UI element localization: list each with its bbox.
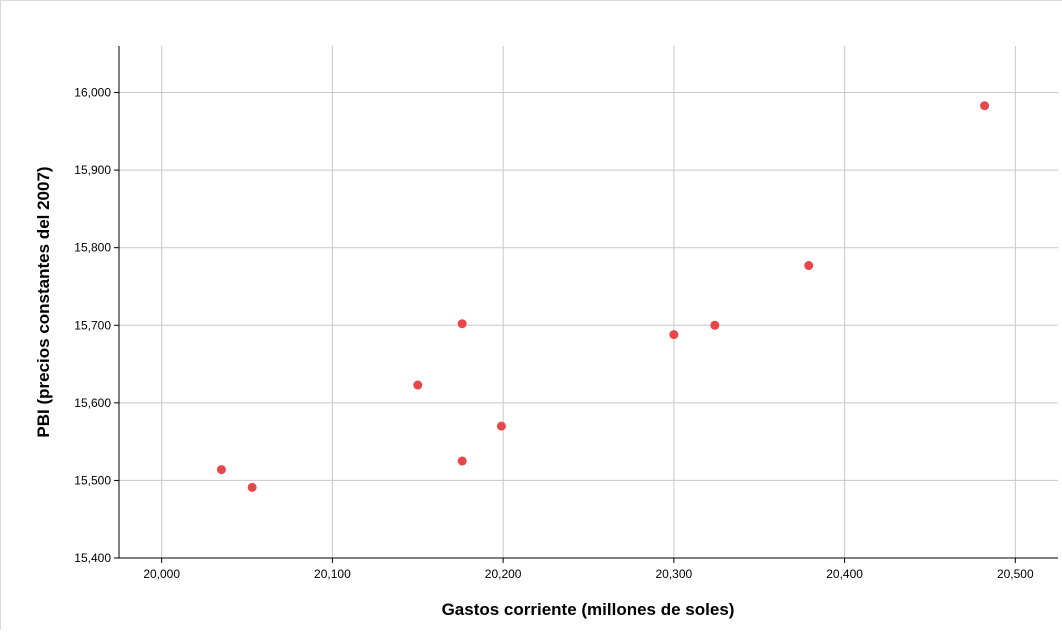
y-tick-label: 15,900 (74, 163, 111, 177)
gridlines (114, 46, 1058, 563)
y-tick-label: 15,600 (74, 396, 111, 410)
data-point (413, 380, 423, 390)
x-tick-label: 20,100 (314, 567, 351, 581)
y-axis-title: PBI (precios constantes del 2007) (34, 166, 53, 437)
x-tick-label: 20,000 (143, 567, 180, 581)
y-tick-label: 15,400 (74, 551, 111, 565)
x-tick-label: 20,500 (997, 567, 1034, 581)
data-point (216, 465, 226, 475)
data-point (669, 330, 679, 340)
y-tick-labels: 15,400 15,500 15,600 15,700 15,800 15,900 16,0… (74, 86, 111, 565)
data-point (496, 421, 506, 431)
data-point (247, 482, 257, 492)
x-tick-label: 20,300 (656, 567, 693, 581)
data-point (457, 456, 467, 466)
x-tick-labels: 20,000 20,100 20,200 20,300 20,400 20,500 (143, 567, 1034, 581)
y-tick-label: 15,500 (74, 473, 111, 487)
y-tick-label: 15,700 (74, 318, 111, 332)
data-point (710, 320, 720, 330)
axes (118, 46, 1058, 559)
x-tick-label: 20,400 (826, 567, 863, 581)
data-points (216, 101, 990, 492)
data-point (804, 261, 814, 271)
x-tick-label: 20,200 (485, 567, 522, 581)
y-tick-label: 16,000 (74, 86, 111, 100)
data-point (980, 101, 990, 111)
x-axis-title: Gastos corriente (millones de soles) (442, 600, 735, 619)
data-point (457, 319, 467, 329)
y-tick-label: 15,800 (74, 241, 111, 255)
